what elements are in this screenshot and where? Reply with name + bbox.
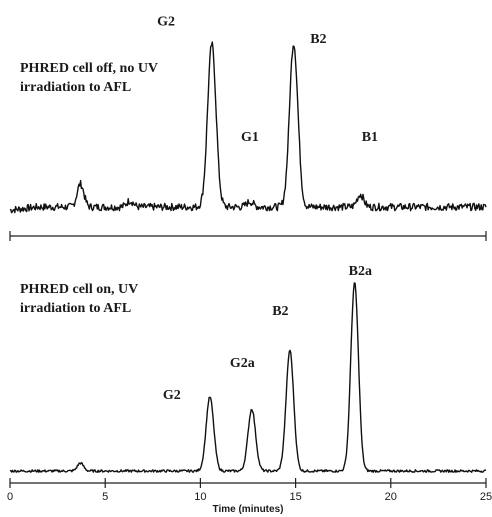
peak-label-b1: B1: [362, 130, 378, 145]
x-tick-label-5: 5: [102, 491, 108, 503]
top-panel: PHRED cell off, no UV irradiation to AFL…: [9, 14, 487, 241]
bottom-caption-line-1: PHRED cell on, UV: [20, 282, 138, 297]
x-tick-label-25: 25: [480, 491, 492, 503]
top-caption-line-2: irradiation to AFL: [20, 80, 131, 95]
x-tick-label-10: 10: [194, 491, 206, 503]
peak-label-g2a: G2a: [230, 356, 255, 371]
x-axis-title: Time (minutes): [213, 504, 284, 515]
top-peak-labels: G2 G1 B2 B1: [157, 14, 378, 145]
peak-label-b2: B2: [310, 32, 326, 47]
peak-label-b2: B2: [272, 304, 288, 319]
bottom-chromatogram-trace: [9, 282, 487, 473]
x-axis-ticks: 0 5 10 15 20 25: [7, 478, 492, 503]
x-tick-label-0: 0: [7, 491, 13, 503]
x-tick-label-20: 20: [385, 491, 397, 503]
peak-label-g2: G2: [163, 388, 181, 403]
peak-label-b2a: B2a: [349, 264, 372, 279]
peak-label-g2: G2: [157, 14, 175, 29]
bottom-peak-labels: G2 G2a B2 B2a: [163, 264, 372, 403]
top-caption-line-1: PHRED cell off, no UV: [20, 61, 158, 76]
peak-label-g1: G1: [241, 130, 259, 145]
bottom-caption-line-2: irradiation to AFL: [20, 301, 131, 316]
bottom-panel: PHRED cell on, UV irradiation to AFL G2G…: [7, 264, 492, 515]
top-chromatogram-trace: [9, 41, 487, 214]
x-tick-label-15: 15: [289, 491, 301, 503]
